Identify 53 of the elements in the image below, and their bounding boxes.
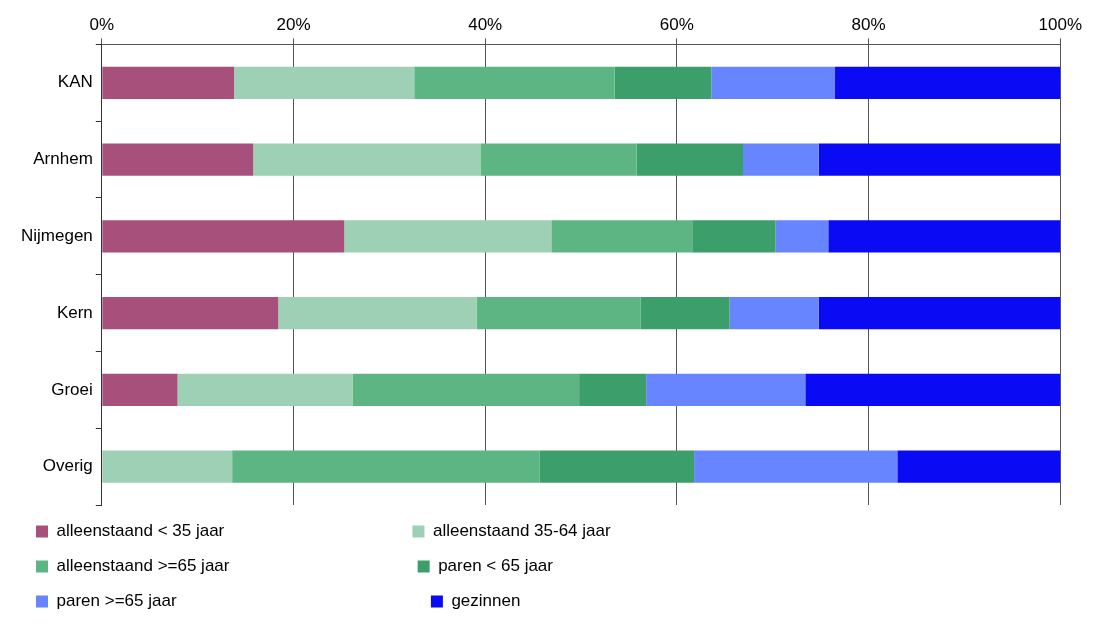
legend-label: gezinnen [451, 591, 823, 611]
y-tick-label: Groei [51, 379, 93, 399]
x-tick-label: 80% [851, 14, 886, 34]
y-tick-label: Kern [56, 302, 93, 322]
x-tick-label: 20% [276, 14, 311, 34]
x-tick-label: 60% [659, 14, 694, 34]
bar [743, 143, 819, 176]
bar [102, 143, 254, 176]
bar [636, 143, 744, 176]
legend-label: alleenstaand 35-64 jaar [432, 521, 772, 541]
y-tick-label: KAN [57, 72, 93, 92]
bar [579, 373, 647, 406]
bar [234, 66, 415, 99]
bar [480, 143, 637, 176]
y-tick-label: Nijmegen [21, 226, 93, 245]
bar [694, 450, 898, 483]
bar [102, 220, 345, 253]
bar [102, 373, 178, 406]
x-tick-label: 100% [1038, 14, 1082, 34]
bar [476, 296, 641, 330]
bar [344, 220, 552, 253]
bar [711, 66, 836, 99]
bar [835, 66, 1061, 99]
bar [692, 220, 776, 253]
bar [775, 220, 829, 253]
bar [414, 66, 615, 99]
bar [352, 373, 580, 406]
bar [102, 450, 233, 483]
bar [805, 373, 1061, 406]
bar [640, 296, 730, 330]
y-tick-label: Arnhem [33, 149, 93, 169]
bar [177, 373, 353, 406]
bar [102, 296, 279, 330]
bar [551, 220, 693, 253]
bar [828, 220, 1061, 253]
bar [818, 143, 1061, 176]
legend-label: alleenstaand < 35 jaar [56, 521, 395, 541]
bar [729, 296, 819, 330]
bar [646, 373, 806, 406]
bar [278, 296, 477, 330]
bar [897, 450, 1061, 483]
bar [818, 296, 1061, 330]
bar [614, 66, 712, 99]
bar [253, 143, 481, 176]
legend-label: paren >=65 jaar [56, 591, 413, 611]
bar [232, 450, 540, 483]
x-tick-label: 0% [89, 14, 115, 34]
legend-label: paren < 65 jaar [438, 556, 790, 576]
x-tick-label: 40% [468, 14, 503, 34]
bar [539, 450, 695, 483]
bar [102, 66, 235, 99]
legend-label: alleenstaand >=65 jaar [56, 556, 400, 576]
y-tick-label: Overig [42, 456, 93, 476]
